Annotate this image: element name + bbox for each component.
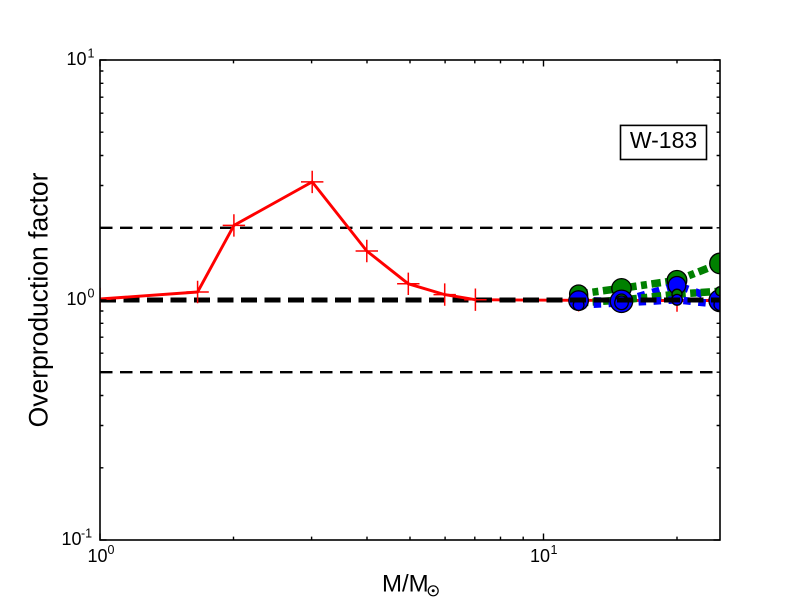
svg-text:10: 10: [67, 49, 87, 69]
svg-text:10: 10: [62, 529, 82, 549]
svg-text:10: 10: [67, 289, 87, 309]
svg-text:W-183: W-183: [630, 127, 697, 153]
svg-text:-1: -1: [81, 527, 92, 541]
svg-text:10: 10: [530, 546, 550, 566]
svg-text:0: 0: [108, 543, 115, 557]
svg-text:M/M: M/M: [382, 571, 429, 598]
svg-text:Overproduction factor: Overproduction factor: [24, 172, 54, 427]
svg-text:1: 1: [88, 47, 95, 61]
svg-text:10: 10: [88, 546, 108, 566]
svg-text:0: 0: [88, 287, 95, 301]
svg-text:1: 1: [551, 543, 558, 557]
